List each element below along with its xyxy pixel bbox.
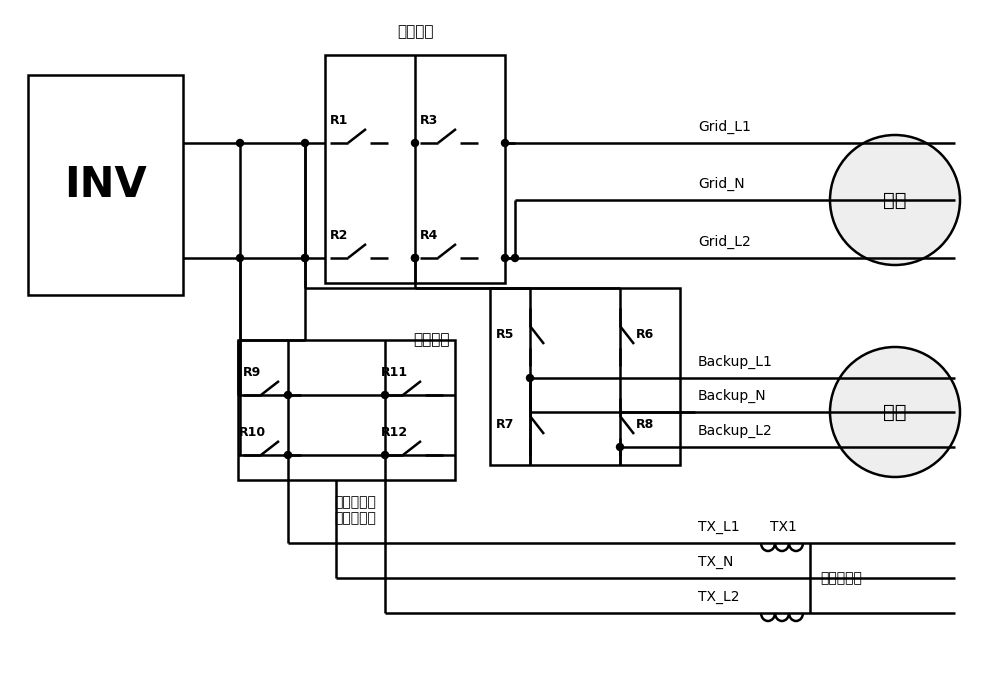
- Text: Backup_N: Backup_N: [698, 389, 767, 403]
- Circle shape: [512, 255, 518, 262]
- Circle shape: [285, 392, 292, 398]
- Text: 电网: 电网: [883, 191, 907, 210]
- Text: R8: R8: [636, 419, 654, 431]
- Text: R1: R1: [330, 114, 348, 127]
- Text: R2: R2: [330, 229, 348, 242]
- Circle shape: [302, 255, 308, 262]
- Text: TX_N: TX_N: [698, 555, 733, 569]
- Circle shape: [382, 452, 388, 458]
- Text: 负载: 负载: [883, 402, 907, 421]
- Circle shape: [502, 255, 509, 262]
- Circle shape: [237, 140, 244, 146]
- Bar: [28, 75, 183, 295]
- Text: TX1: TX1: [770, 520, 797, 534]
- Text: R10: R10: [238, 426, 266, 439]
- Text: R3: R3: [420, 114, 438, 127]
- Circle shape: [412, 140, 418, 146]
- Text: INV: INV: [64, 164, 146, 206]
- Circle shape: [412, 255, 418, 262]
- Text: R9: R9: [243, 366, 261, 379]
- Text: TX_L2: TX_L2: [698, 590, 740, 604]
- Text: 旁路开关: 旁路开关: [414, 332, 450, 348]
- Text: R11: R11: [380, 366, 408, 379]
- Circle shape: [302, 255, 308, 262]
- Text: Backup_L1: Backup_L1: [698, 355, 773, 369]
- Circle shape: [382, 392, 388, 398]
- Text: Grid_L2: Grid_L2: [698, 235, 751, 249]
- Text: Grid_N: Grid_N: [698, 177, 745, 191]
- Circle shape: [412, 255, 418, 262]
- Circle shape: [502, 140, 509, 146]
- Text: 并网开关: 并网开关: [397, 24, 433, 40]
- Circle shape: [616, 443, 624, 450]
- Bar: [325, 55, 505, 283]
- Circle shape: [830, 135, 960, 265]
- Text: R6: R6: [636, 328, 654, 342]
- Text: Grid_L1: Grid_L1: [698, 120, 751, 134]
- Bar: [238, 340, 455, 480]
- Text: R12: R12: [380, 426, 408, 439]
- Circle shape: [830, 347, 960, 477]
- Text: 自耦变压器: 自耦变压器: [820, 571, 862, 585]
- Text: 离网和变压
器同步开关: 离网和变压 器同步开关: [334, 495, 376, 525]
- Text: R4: R4: [420, 229, 438, 242]
- Text: R7: R7: [496, 419, 514, 431]
- Circle shape: [526, 375, 534, 381]
- Circle shape: [237, 255, 244, 262]
- Text: Backup_L2: Backup_L2: [698, 424, 773, 438]
- Circle shape: [302, 140, 308, 146]
- Circle shape: [285, 452, 292, 458]
- Text: R5: R5: [496, 328, 514, 342]
- Bar: [490, 288, 680, 465]
- Text: TX_L1: TX_L1: [698, 520, 740, 534]
